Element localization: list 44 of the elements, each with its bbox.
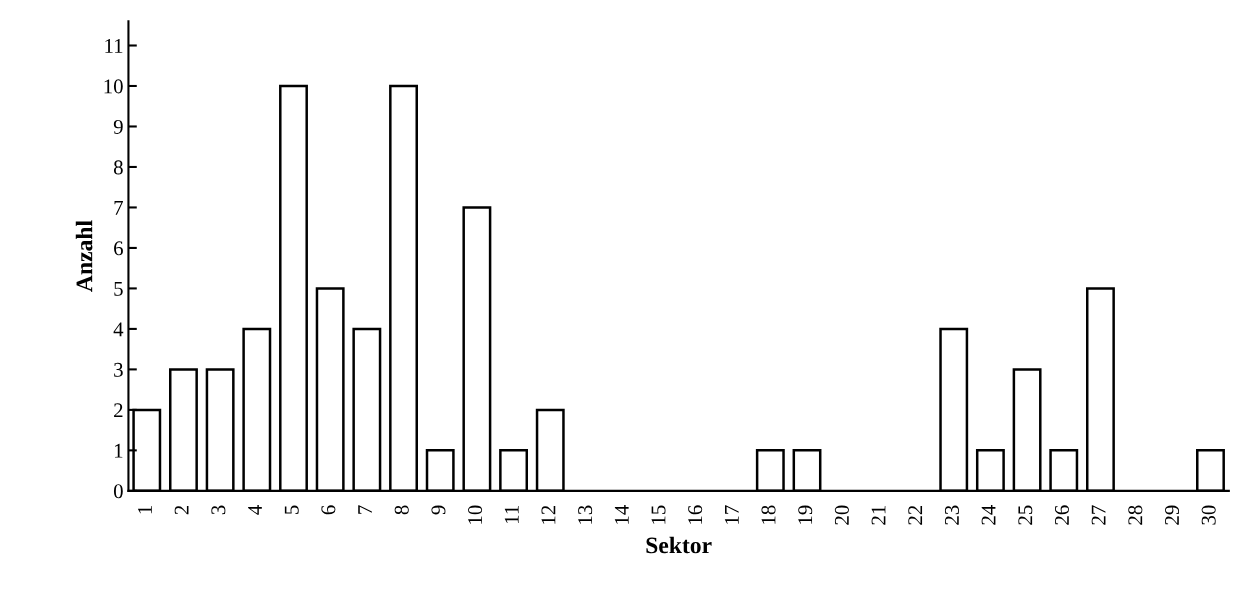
y-tick-label: 0 [113,484,123,499]
x-tick-label: 3 [211,505,226,515]
y-tick-label: 8 [113,160,123,175]
x-tick-label: 9 [431,505,446,515]
y-tick-label: 6 [114,241,123,256]
x-tick-label: 19 [798,505,813,524]
y-axis-title: Anzahl [75,220,93,292]
x-tick-label: 7 [358,505,372,514]
x-tick-label: 26 [1054,505,1069,525]
y-tick-label: 1 [114,443,123,458]
x-tick-label: 13 [578,505,593,524]
x-tick-label: 21 [871,506,886,525]
x-tick-label: 22 [908,505,923,525]
x-tick-label: 4 [248,505,262,515]
x-tick-label: 12 [541,505,556,524]
x-tick-label: 23 [944,505,959,525]
y-tick-label: 11 [105,38,123,53]
x-tick-label: 5 [284,505,299,514]
y-tick-label: 5 [114,282,123,296]
x-axis-title: Sektor [646,536,712,554]
x-tick-label: 6 [321,505,336,515]
y-tick-label: 9 [113,119,123,134]
x-tick-label: 27 [1091,505,1106,525]
x-tick-label: 25 [1018,505,1033,525]
x-tick-label: 2 [174,505,189,515]
x-tick-label: 28 [1128,505,1143,525]
x-tick-label: 29 [1165,505,1180,525]
x-tick-label: 18 [761,505,776,524]
x-tick-label: 16 [688,505,703,524]
y-tick-label: 3 [114,362,123,377]
x-tick-label: 11 [504,506,519,523]
x-tick-label: 30 [1201,505,1216,525]
x-tick-label: 8 [394,505,409,515]
x-tick-label: 10 [468,505,483,524]
x-tick-label: 17 [724,505,739,524]
y-tick-label: 7 [114,201,123,215]
y-tick-label: 4 [113,322,124,337]
x-tick-label: 14 [614,505,629,524]
y-tick-label: 10 [104,79,123,94]
x-tick-label: 20 [834,505,849,525]
x-tick-label: 24 [981,505,996,525]
x-tick-label: 1 [138,506,152,514]
x-tick-label: 15 [651,505,666,524]
y-tick-label: 2 [114,403,123,418]
